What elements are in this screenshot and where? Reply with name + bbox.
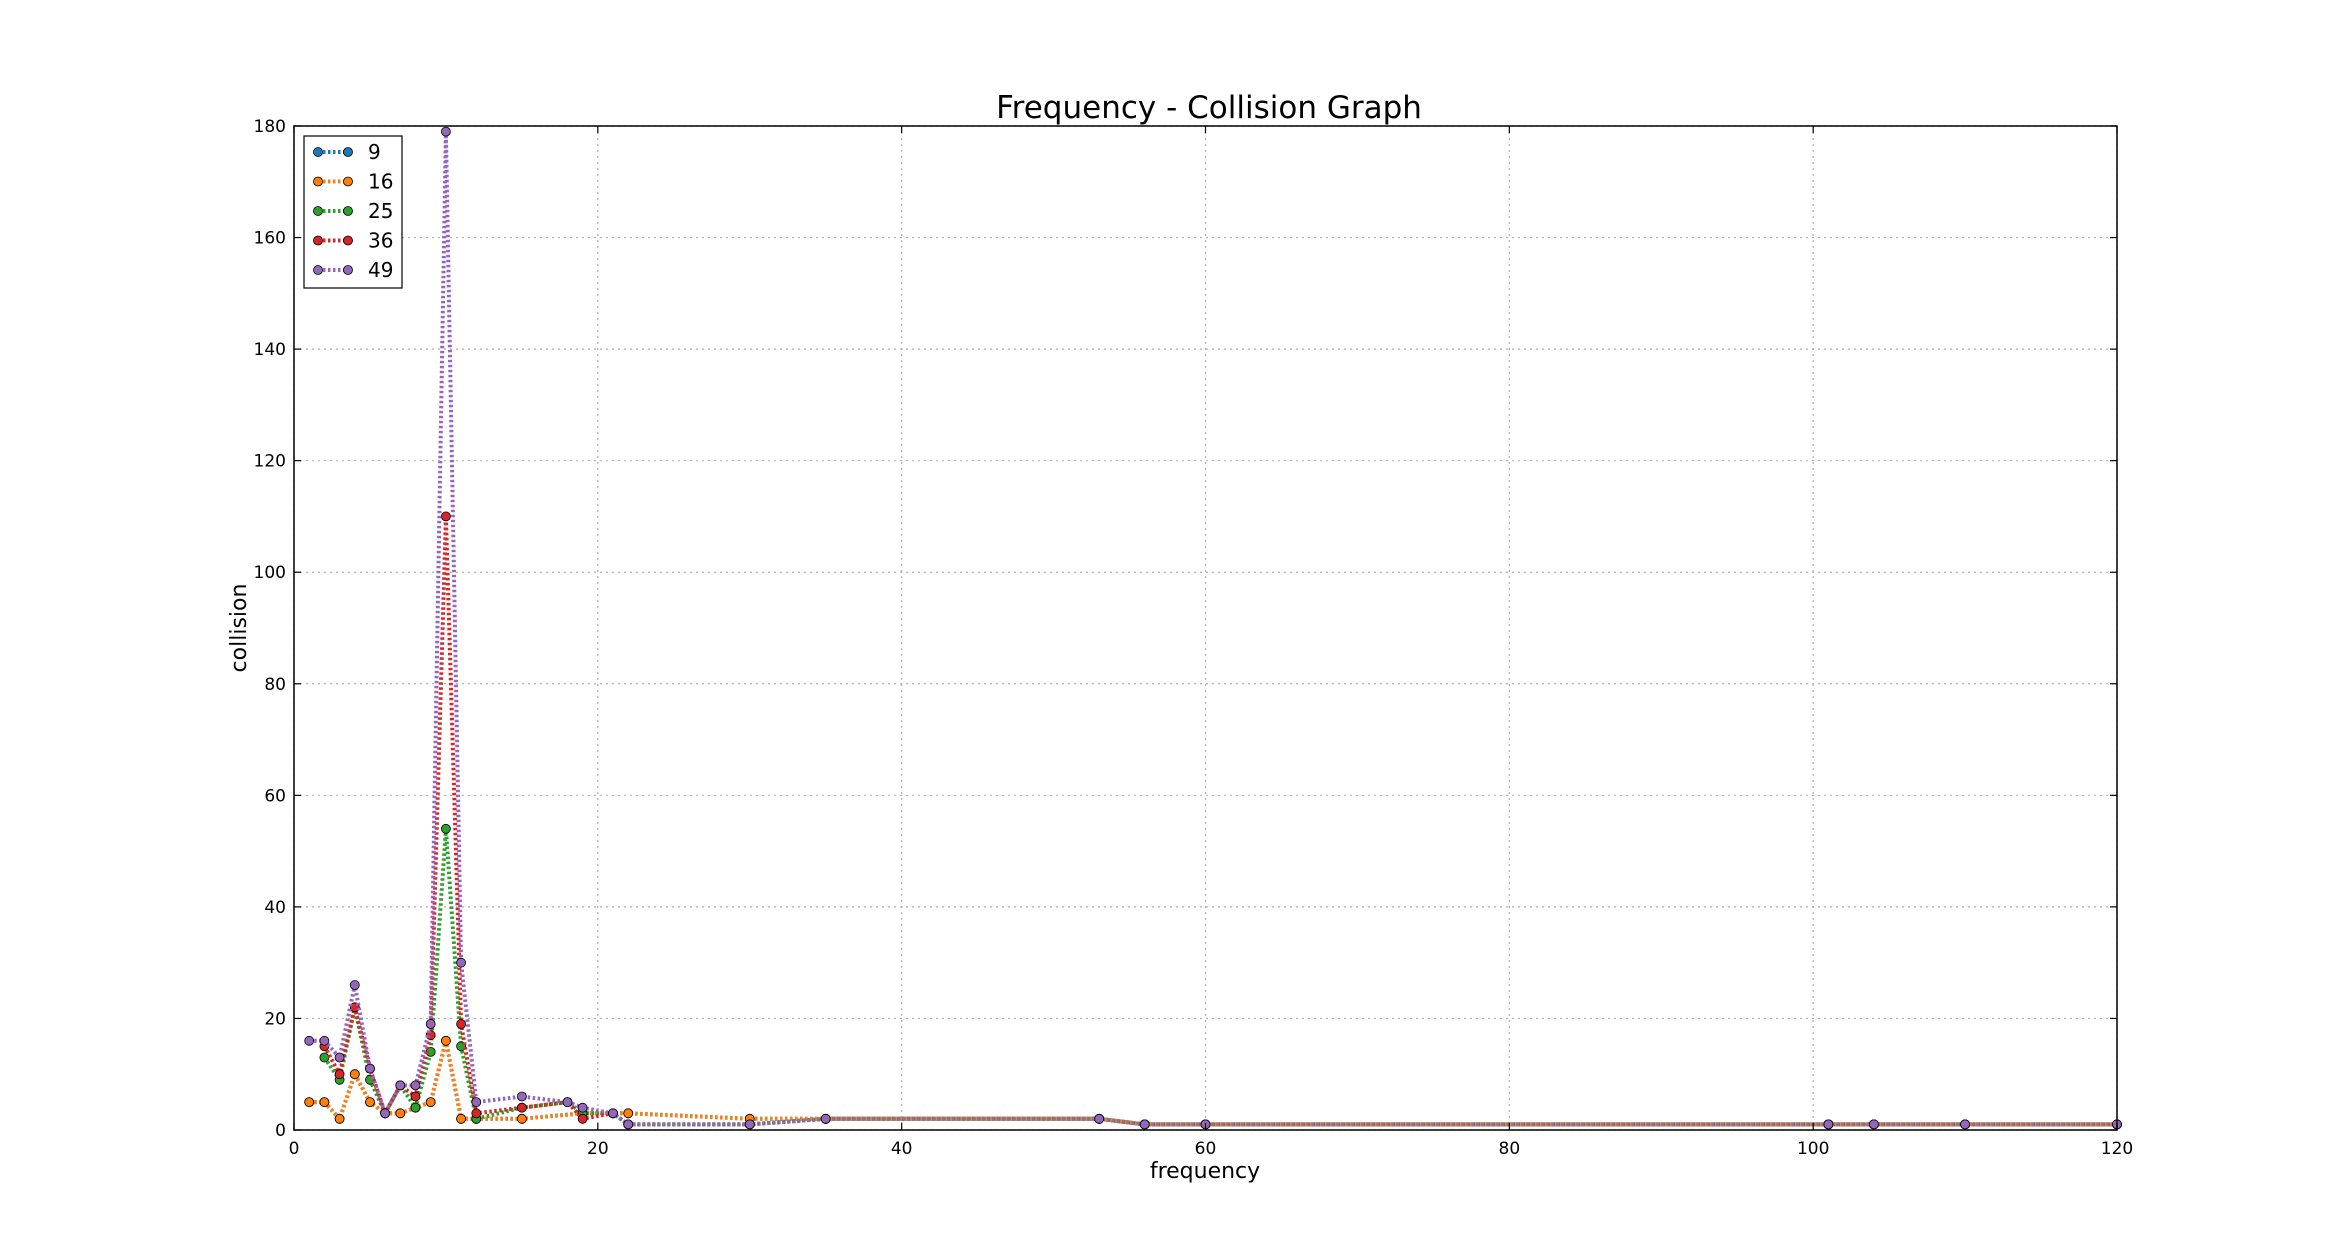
legend-marker bbox=[343, 176, 353, 187]
data-point bbox=[410, 1091, 421, 1102]
data-point bbox=[1139, 1119, 1150, 1130]
legend-marker bbox=[343, 265, 353, 275]
legend-marker bbox=[313, 206, 323, 216]
x-tick-label: 100 bbox=[1797, 1139, 1829, 1159]
data-point bbox=[1823, 1119, 1834, 1130]
data-point bbox=[440, 823, 451, 834]
chart-title: Frequency - Collision Graph bbox=[996, 90, 1422, 126]
data-point bbox=[1094, 1113, 1105, 1124]
data-point bbox=[1869, 1119, 1879, 1130]
legend-entry: 49 bbox=[313, 258, 393, 282]
series-line bbox=[309, 1038, 2117, 1127]
data-point bbox=[349, 980, 360, 990]
data-point bbox=[440, 126, 451, 137]
data-point bbox=[380, 1108, 391, 1119]
legend-marker bbox=[313, 176, 323, 187]
legend-marker bbox=[343, 235, 353, 246]
y-tick-label: 20 bbox=[264, 1009, 286, 1029]
data-point bbox=[623, 1119, 634, 1130]
data-point bbox=[744, 1119, 755, 1130]
series-layer bbox=[304, 126, 2122, 1130]
data-point bbox=[304, 1097, 315, 1107]
series-line bbox=[322, 514, 2117, 1127]
data-point bbox=[365, 1063, 375, 1074]
legend-marker bbox=[313, 265, 323, 275]
legend-entry: 25 bbox=[313, 199, 393, 223]
y-tick-label: 0 bbox=[275, 1121, 286, 1141]
grid-lines bbox=[293, 125, 2118, 1131]
data-point bbox=[319, 1035, 330, 1046]
y-tick-label: 80 bbox=[264, 675, 286, 695]
data-point bbox=[456, 1113, 467, 1124]
data-point bbox=[334, 1052, 345, 1063]
series-36 bbox=[319, 511, 2122, 1130]
data-point bbox=[517, 1091, 527, 1102]
legend-label: 25 bbox=[368, 199, 393, 223]
data-point bbox=[410, 1080, 421, 1091]
data-point bbox=[440, 511, 451, 522]
series-16 bbox=[304, 1035, 2122, 1130]
data-point bbox=[304, 1035, 315, 1046]
data-point bbox=[349, 1069, 360, 1080]
y-tick-label: 140 bbox=[254, 340, 286, 360]
data-point bbox=[365, 1097, 375, 1107]
data-point bbox=[425, 1097, 436, 1107]
series-25 bbox=[319, 823, 2122, 1130]
series-49 bbox=[304, 126, 2122, 1130]
data-point bbox=[425, 1019, 436, 1029]
data-point bbox=[577, 1102, 588, 1113]
data-point bbox=[395, 1080, 406, 1091]
data-point bbox=[471, 1097, 482, 1107]
x-tick-label: 120 bbox=[2101, 1139, 2133, 1159]
y-tick-label: 100 bbox=[254, 563, 286, 583]
axis-ticks: 0 20 40 60 80 100 120 0 20 40 60 80 100 120 140 160 180 bbox=[254, 117, 2134, 1159]
legend-marker bbox=[313, 147, 323, 157]
y-tick-label: 60 bbox=[264, 786, 286, 806]
data-point bbox=[395, 1108, 406, 1119]
legend-entry: 9 bbox=[313, 140, 381, 164]
data-point bbox=[319, 1052, 330, 1063]
data-point bbox=[410, 1102, 421, 1113]
y-axis-label: collision bbox=[227, 584, 252, 673]
data-point bbox=[517, 1113, 527, 1124]
data-point bbox=[456, 957, 467, 968]
legend-label: 36 bbox=[368, 229, 393, 253]
series-line bbox=[309, 129, 2117, 1127]
x-tick-label: 20 bbox=[587, 1139, 609, 1159]
legend-marker bbox=[343, 206, 353, 216]
data-point bbox=[820, 1113, 831, 1124]
legend-entry: 36 bbox=[313, 229, 393, 253]
x-tick-label: 60 bbox=[1195, 1139, 1217, 1159]
x-tick-label: 80 bbox=[1499, 1139, 1521, 1159]
x-tick-label: 0 bbox=[289, 1139, 300, 1159]
data-point bbox=[440, 1035, 451, 1046]
data-point bbox=[319, 1097, 330, 1107]
legend-label: 16 bbox=[368, 170, 393, 194]
data-point bbox=[1960, 1119, 1970, 1130]
data-point bbox=[517, 1102, 527, 1113]
x-axis-label: frequency bbox=[1150, 1159, 1260, 1184]
legend: 9 16 25 36 49 bbox=[303, 135, 403, 289]
x-tick-label: 40 bbox=[891, 1139, 913, 1159]
data-point bbox=[334, 1113, 345, 1124]
legend-label: 9 bbox=[368, 140, 381, 164]
y-tick-label: 160 bbox=[254, 229, 286, 249]
data-point bbox=[456, 1019, 467, 1029]
legend-label: 49 bbox=[368, 258, 393, 282]
legend-marker bbox=[313, 235, 323, 246]
data-point bbox=[608, 1108, 618, 1119]
data-point bbox=[562, 1097, 573, 1107]
series-line bbox=[322, 826, 2117, 1127]
data-point bbox=[334, 1069, 345, 1080]
data-point bbox=[577, 1113, 588, 1124]
y-tick-label: 120 bbox=[254, 452, 286, 472]
y-tick-label: 40 bbox=[264, 898, 286, 918]
data-point bbox=[471, 1108, 482, 1119]
data-point bbox=[623, 1108, 634, 1119]
y-tick-label: 180 bbox=[254, 117, 286, 137]
legend-entry: 16 bbox=[313, 170, 393, 194]
legend-marker bbox=[343, 147, 353, 157]
